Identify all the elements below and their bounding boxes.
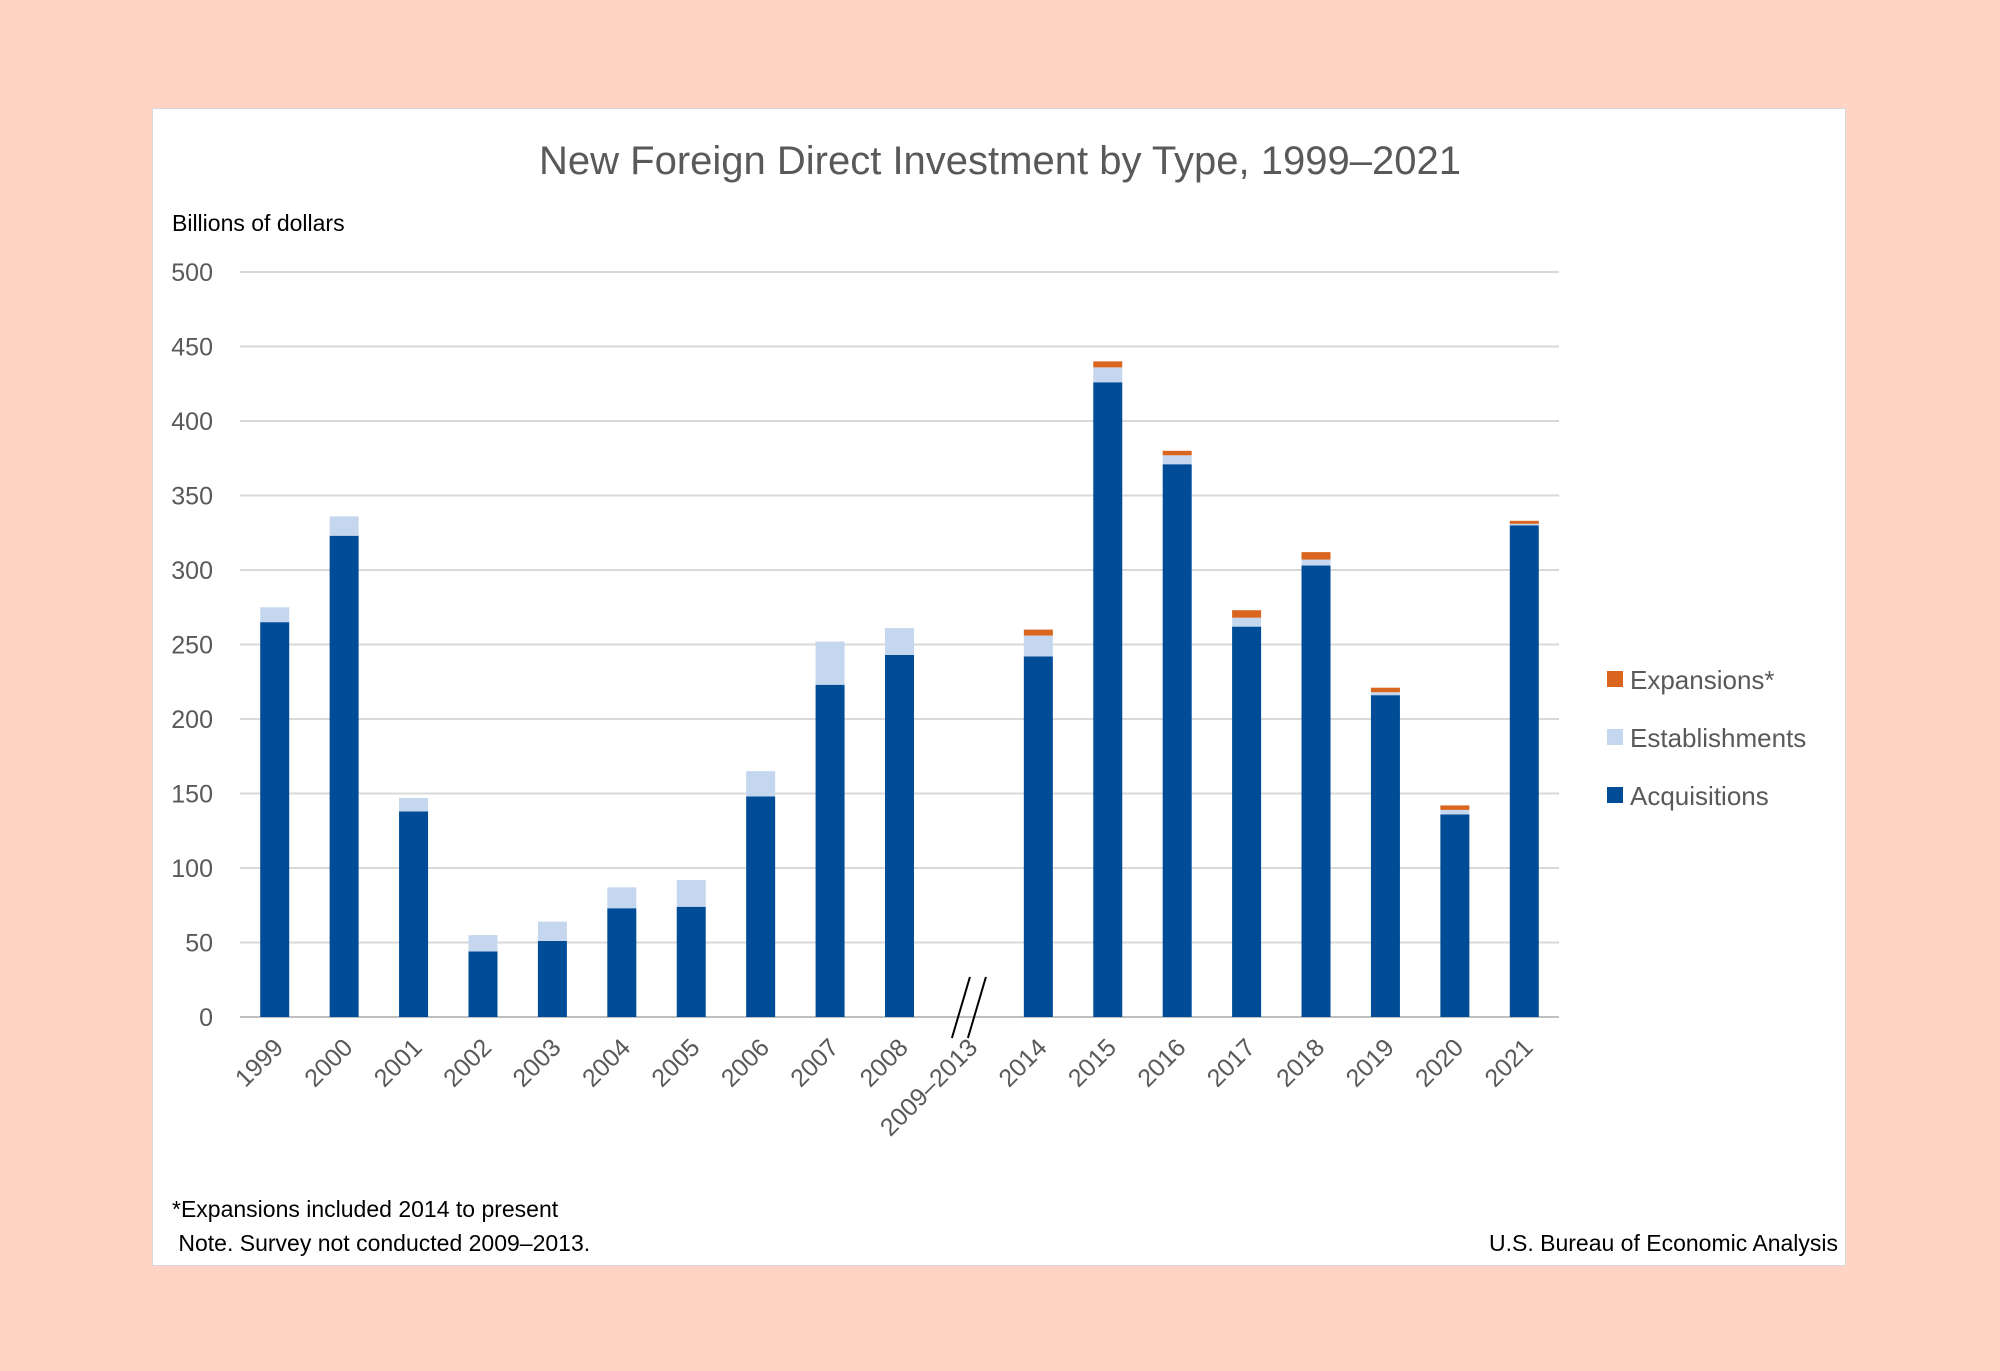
bar-establishments-2000 bbox=[329, 516, 359, 536]
bar-acquisitions-2021 bbox=[1509, 525, 1539, 1017]
gridlines bbox=[240, 271, 1559, 1018]
x-tick-label: 2018 bbox=[1271, 1033, 1330, 1092]
bar-acquisitions-2000 bbox=[329, 535, 359, 1017]
x-tick-label: 2007 bbox=[785, 1033, 844, 1092]
x-tick-label: 2017 bbox=[1202, 1033, 1261, 1092]
x-tick-label: 2019 bbox=[1341, 1033, 1400, 1092]
x-tick-label: 2006 bbox=[716, 1033, 775, 1092]
chart-title: New Foreign Direct Investment by Type, 1… bbox=[539, 139, 1461, 183]
x-tick-label: 2008 bbox=[855, 1033, 914, 1092]
axis-break bbox=[950, 976, 987, 1039]
x-tick-label: 2014 bbox=[993, 1033, 1052, 1092]
axis-break-mark-1 bbox=[950, 976, 971, 1039]
bar-acquisitions-2018 bbox=[1301, 565, 1331, 1017]
bar-establishments-2007 bbox=[815, 641, 845, 685]
x-tick-label: 2003 bbox=[508, 1033, 567, 1092]
y-tick-label: 450 bbox=[171, 334, 213, 362]
y-axis-ticks: 0 50 100 150 200 250 300 350 400 450 500 bbox=[171, 259, 213, 1032]
bar-establishments-2017 bbox=[1232, 617, 1262, 627]
bar-establishments-2004 bbox=[607, 887, 637, 909]
bar-acquisitions-2017 bbox=[1232, 626, 1262, 1017]
legend-swatch-expansions bbox=[1607, 671, 1623, 687]
bar-expansions-2019 bbox=[1370, 687, 1400, 693]
y-tick-label: 250 bbox=[171, 632, 213, 660]
bar-expansions-2020 bbox=[1440, 805, 1470, 810]
bar-acquisitions-2001 bbox=[399, 811, 429, 1017]
bar-expansions-2015 bbox=[1093, 361, 1123, 368]
x-axis-ticks: 1999 2000 2001 2002 2003 2004 2005 2006 2007 2008… bbox=[230, 1033, 1539, 1141]
bar-establishments-2003 bbox=[537, 921, 567, 942]
x-tick-label: 2001 bbox=[369, 1033, 428, 1092]
legend-label-acquisitions: Acquisitions bbox=[1630, 781, 1769, 811]
bar-acquisitions-2019 bbox=[1370, 695, 1400, 1017]
bar-acquisitions-2004 bbox=[607, 908, 637, 1017]
y-tick-label: 100 bbox=[171, 855, 213, 883]
legend-swatch-establishments bbox=[1607, 729, 1623, 745]
bar-expansions-2014 bbox=[1023, 629, 1053, 636]
legend: Expansions* Establishments Acquisitions bbox=[1607, 665, 1806, 811]
axis-break-mark-2 bbox=[966, 976, 987, 1039]
x-tick-label: 2000 bbox=[299, 1033, 358, 1092]
bar-acquisitions-2002 bbox=[468, 951, 498, 1017]
source-credit: U.S. Bureau of Economic Analysis bbox=[1489, 1230, 1838, 1256]
bar-establishments-2014 bbox=[1023, 635, 1053, 657]
bar-acquisitions-2014 bbox=[1023, 656, 1053, 1017]
x-tick-label: 2004 bbox=[577, 1033, 636, 1092]
bar-expansions-2018 bbox=[1301, 552, 1331, 560]
bar-expansions-2021 bbox=[1509, 520, 1539, 524]
footnote-expansions: *Expansions included 2014 to present bbox=[172, 1196, 559, 1222]
legend-label-establishments: Establishments bbox=[1630, 723, 1806, 753]
y-tick-label: 300 bbox=[171, 557, 213, 585]
bar-acquisitions-1999 bbox=[260, 622, 290, 1017]
y-tick-label: 350 bbox=[171, 483, 213, 511]
bar-establishments-2015 bbox=[1093, 367, 1123, 383]
bar-acquisitions-2006 bbox=[746, 796, 776, 1017]
y-tick-label: 50 bbox=[185, 930, 213, 958]
bar-expansions-2017 bbox=[1232, 610, 1262, 618]
legend-label-expansions: Expansions* bbox=[1630, 665, 1775, 695]
y-tick-label: 500 bbox=[171, 259, 213, 287]
legend-swatch-acquisitions bbox=[1607, 787, 1623, 803]
bar-establishments-2005 bbox=[676, 879, 706, 907]
footnote-survey: Note. Survey not conducted 2009–2013. bbox=[172, 1230, 590, 1256]
bar-establishments-2020 bbox=[1440, 809, 1470, 815]
x-tick-label: 1999 bbox=[230, 1033, 289, 1092]
bar-establishments-2021 bbox=[1509, 523, 1539, 526]
x-tick-label: 2015 bbox=[1063, 1033, 1122, 1092]
bar-expansions-2016 bbox=[1162, 450, 1192, 456]
bar-acquisitions-2008 bbox=[885, 654, 914, 1017]
bar-establishments-2002 bbox=[468, 935, 498, 952]
bar-acquisitions-2016 bbox=[1162, 464, 1192, 1018]
bar-establishments-2001 bbox=[399, 797, 429, 812]
bar-acquisitions-2007 bbox=[815, 684, 845, 1017]
x-tick-label: 2020 bbox=[1410, 1033, 1469, 1092]
bar-acquisitions-2020 bbox=[1440, 814, 1470, 1017]
y-tick-label: 400 bbox=[171, 408, 213, 436]
bar-acquisitions-2005 bbox=[676, 906, 706, 1017]
y-tick-label: 200 bbox=[171, 706, 213, 734]
x-tick-label: 2016 bbox=[1132, 1033, 1191, 1092]
y-axis-label: Billions of dollars bbox=[172, 210, 345, 236]
bar-establishments-1999 bbox=[260, 607, 290, 623]
bar-establishments-2008 bbox=[885, 628, 914, 655]
y-tick-label: 0 bbox=[199, 1004, 213, 1032]
bar-establishments-2016 bbox=[1162, 455, 1192, 465]
chart-card bbox=[152, 108, 1846, 1266]
bar-acquisitions-2003 bbox=[537, 941, 567, 1017]
bar-establishments-2018 bbox=[1301, 559, 1331, 566]
x-tick-label: 2005 bbox=[646, 1033, 705, 1092]
bar-acquisitions-2015 bbox=[1093, 382, 1123, 1017]
y-tick-label: 150 bbox=[171, 781, 213, 809]
bar-establishments-2019 bbox=[1370, 692, 1400, 696]
x-tick-label: 2021 bbox=[1479, 1033, 1538, 1092]
bars bbox=[260, 361, 1539, 1018]
bar-establishments-2006 bbox=[746, 771, 776, 797]
x-tick-label: 2002 bbox=[438, 1033, 497, 1092]
